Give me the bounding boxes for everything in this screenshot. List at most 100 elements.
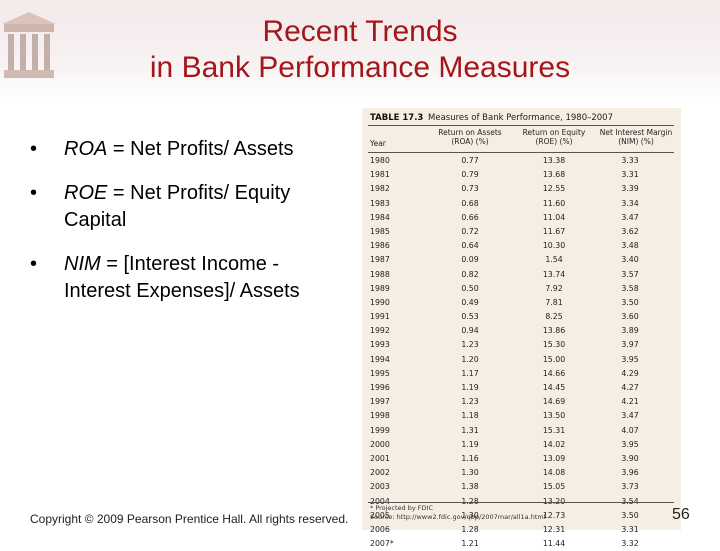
table-rule-top xyxy=(368,125,674,126)
year-cell: 1992 xyxy=(370,326,390,336)
year-cell: 1984 xyxy=(370,212,390,222)
table-row: 1981 0.79 13.68 3.31 xyxy=(362,168,681,182)
roe-cell: 15.05 xyxy=(542,482,566,492)
year-cell: 2003 xyxy=(370,482,390,492)
roe-cell: 7.92 xyxy=(545,283,563,293)
year-cell: 1988 xyxy=(370,269,390,279)
roa-cell: 0.72 xyxy=(461,226,479,236)
roa-cell: 1.21 xyxy=(461,539,479,549)
roa-cell: 0.82 xyxy=(461,269,479,279)
roa-cell: 0.66 xyxy=(461,212,479,222)
roa-cell: 1.28 xyxy=(461,496,479,506)
table-row: 2006 1.28 12.31 3.31 xyxy=(362,523,681,537)
year-cell: 1993 xyxy=(370,340,390,350)
roa-cell: 1.31 xyxy=(461,425,479,435)
table-row: 1986 0.64 10.30 3.48 xyxy=(362,239,681,253)
table-row: 2002 1.30 14.08 3.96 xyxy=(362,466,681,480)
roa-cell: 1.20 xyxy=(461,354,479,364)
roa-cell: 0.50 xyxy=(461,283,479,293)
nim-cell: 4.21 xyxy=(621,397,639,407)
nim-cell: 3.32 xyxy=(621,539,639,549)
col-header-year: Year xyxy=(370,139,386,148)
title-line-1: Recent Trends xyxy=(262,15,458,48)
table-row: 1985 0.72 11.67 3.62 xyxy=(362,225,681,239)
bullet-roa: • ROA = Net Profits/ Assets xyxy=(30,136,350,163)
table-row: 1991 0.53 8.25 3.60 xyxy=(362,310,681,324)
year-cell: 2001 xyxy=(370,453,390,463)
roa-cell: 0.49 xyxy=(461,297,479,307)
roe-cell: 13.38 xyxy=(542,156,566,165)
roe-cell: 10.30 xyxy=(542,241,566,251)
table-caption: Measures of Bank Performance, 1980–2007 xyxy=(428,113,613,123)
nim-cell: 3.40 xyxy=(621,255,639,265)
roe-cell: 15.31 xyxy=(542,425,566,435)
table-row: 2007* 1.21 11.44 3.32 xyxy=(362,537,681,551)
roe-cell: 13.86 xyxy=(542,326,566,336)
table-row: 1999 1.31 15.31 4.07 xyxy=(362,424,681,438)
roa-cell: 0.53 xyxy=(461,312,479,322)
table-row: 1989 0.50 7.92 3.58 xyxy=(362,282,681,296)
nim-cell: 3.47 xyxy=(621,411,639,421)
year-cell: 1996 xyxy=(370,383,390,392)
roe-cell: 13.68 xyxy=(542,170,566,180)
table-row: 1990 0.49 7.81 3.50 xyxy=(362,296,681,310)
year-cell: 1994 xyxy=(370,354,390,364)
roe-cell: 14.45 xyxy=(542,383,566,392)
bullet-dot: • xyxy=(30,253,38,275)
roe-cell: 13.50 xyxy=(542,411,566,421)
roa-cell: 1.19 xyxy=(461,383,479,392)
roe-cell: 12.31 xyxy=(542,524,566,534)
roe-cell: 11.44 xyxy=(542,539,566,549)
nim-cell: 3.34 xyxy=(621,198,639,208)
year-cell: 2005 xyxy=(370,510,390,520)
nim-cell: 3.31 xyxy=(621,170,639,180)
table-note-source: Source: http://www2.fdic.gov/qbp/2007mar… xyxy=(370,513,546,521)
year-cell: 2000 xyxy=(370,439,390,449)
roe-cell: 13.20 xyxy=(542,496,566,506)
bullet-dot: • xyxy=(30,138,38,160)
year-cell: 1991 xyxy=(370,312,390,322)
definition-roe: = Net Profits/ Equity Capital xyxy=(64,182,291,231)
nim-cell: 3.62 xyxy=(621,226,639,236)
nim-cell: 3.97 xyxy=(621,340,639,350)
year-cell: 1995 xyxy=(370,368,390,378)
roa-cell: 1.23 xyxy=(461,340,479,350)
nim-cell: 3.48 xyxy=(621,241,639,251)
roe-cell: 1.54 xyxy=(545,255,563,265)
slide-title: Recent Trends in Bank Performance Measur… xyxy=(100,14,620,86)
table-row: 2001 1.16 13.09 3.90 xyxy=(362,452,681,466)
roa-cell: 0.09 xyxy=(461,255,479,265)
bullet-list: • ROA = Net Profits/ Assets • ROE = Net … xyxy=(30,136,350,322)
bullet-dot: • xyxy=(30,182,38,204)
year-cell: 1986 xyxy=(370,241,390,251)
table-row: 1983 0.68 11.60 3.34 xyxy=(362,197,681,211)
roe-cell: 12.55 xyxy=(542,184,566,194)
col-header-roe: Return on Equity (ROE) (%) xyxy=(522,128,586,146)
nim-cell: 3.96 xyxy=(621,468,639,478)
roa-cell: 1.16 xyxy=(461,453,479,463)
roe-cell: 11.04 xyxy=(542,212,566,222)
roe-cell: 13.09 xyxy=(542,453,566,463)
roa-cell: 0.68 xyxy=(461,198,479,208)
roa-cell: 1.28 xyxy=(461,524,479,534)
header-band xyxy=(0,0,720,100)
term-roa: ROA xyxy=(64,138,108,160)
roe-cell: 11.67 xyxy=(542,226,566,236)
roa-cell: 1.23 xyxy=(461,397,479,407)
roe-cell: 14.08 xyxy=(542,468,566,478)
year-cell: 2006 xyxy=(370,524,390,534)
table-row: 1980 0.77 13.38 3.33 xyxy=(362,154,681,168)
nim-cell: 3.57 xyxy=(621,269,639,279)
table-row: 2004 1.28 13.20 3.54 xyxy=(362,495,681,509)
table-row: 2005 1.30 12.73 3.50 xyxy=(362,509,681,523)
nim-cell: 3.60 xyxy=(621,312,639,322)
nim-cell: 3.50 xyxy=(621,297,639,307)
table-row: 1984 0.66 11.04 3.47 xyxy=(362,211,681,225)
bullet-nim: • NIM = [Interest Income - Interest Expe… xyxy=(30,251,350,305)
page-number: 56 xyxy=(672,506,690,523)
table-rule-header xyxy=(368,152,674,153)
nim-cell: 3.73 xyxy=(621,482,639,492)
year-cell: 2002 xyxy=(370,468,390,478)
bullet-roe: • ROE = Net Profits/ Equity Capital xyxy=(30,180,350,234)
definition-roa: = Net Profits/ Assets xyxy=(107,138,294,160)
